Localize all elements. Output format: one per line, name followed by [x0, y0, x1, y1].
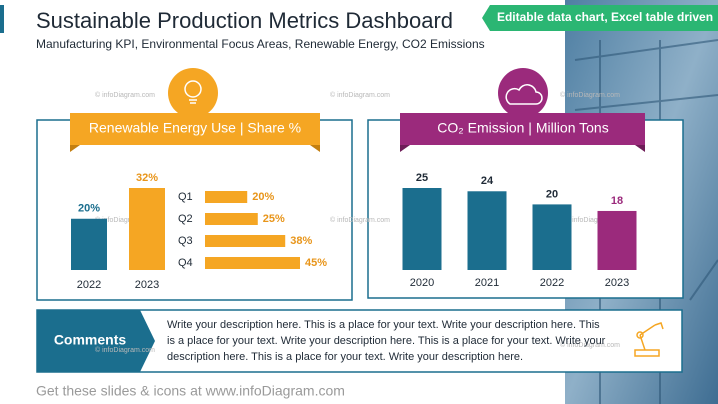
value-label: 24: [481, 175, 494, 187]
y-tick-label: Q1: [178, 191, 193, 203]
value-label: 25: [416, 172, 428, 184]
footer: Get these slides & icons at www.infoDiag…: [36, 383, 345, 399]
comments-label: Comments: [54, 332, 127, 348]
value-label: 32%: [136, 172, 158, 184]
panel-banner: [400, 113, 645, 145]
value-label: 18: [611, 195, 623, 207]
x-tick-label: 2020: [410, 277, 434, 289]
icon-circle: [498, 68, 548, 118]
bar: [597, 210, 637, 270]
title: Sustainable Production Metrics Dashboard: [36, 8, 453, 33]
comments-text: Write your description here. This is a p…: [167, 319, 606, 363]
y-tick-label: Q3: [178, 235, 193, 247]
badge-text: Editable data chart, Excel table driven: [497, 10, 713, 24]
comments-arrow: [37, 310, 155, 372]
cloud-icon: [505, 84, 543, 105]
title-accent: [0, 5, 4, 33]
y-tick-label: Q2: [178, 213, 193, 225]
panel-banner: [70, 113, 320, 145]
subtitle: Manufacturing KPI, Environmental Focus A…: [36, 37, 485, 51]
robot-icon: [634, 322, 664, 357]
x-tick-label: 2023: [605, 277, 629, 289]
bar: [205, 213, 258, 225]
y-tick-label: Q4: [178, 257, 193, 269]
banner-fold: [635, 145, 645, 152]
banner-fold: [400, 145, 410, 152]
bar: [71, 218, 107, 270]
value-label: 38%: [290, 235, 312, 247]
bar: [205, 191, 248, 203]
watermark: © infoDiagram.com: [560, 341, 620, 349]
watermarks: © infoDiagram.com © infoDiagram.com © in…: [95, 91, 625, 354]
bar: [205, 235, 286, 247]
value-label: 25%: [263, 213, 285, 225]
bulb-icon: [184, 80, 202, 104]
x-tick-label: 2021: [475, 277, 499, 289]
banner-fold: [310, 145, 320, 152]
value-label: 20%: [78, 203, 100, 215]
bar: [467, 191, 507, 270]
watermark: © infoDiagram.com: [330, 91, 390, 99]
x-tick-label: 2022: [77, 279, 101, 291]
banner-fold: [70, 145, 80, 152]
bar: [205, 257, 300, 269]
watermark: © infoDiagram.com: [95, 91, 155, 99]
value-label: 45%: [305, 257, 327, 269]
watermark: © infoDiagram.com: [565, 216, 625, 224]
badge: [482, 5, 718, 31]
x-tick-label: 2022: [540, 277, 564, 289]
bar: [532, 204, 572, 270]
bar: [129, 188, 165, 270]
watermark: © infoDiagram.com: [560, 91, 620, 99]
watermark: © infoDiagram.com: [95, 216, 155, 224]
bar: [402, 188, 442, 270]
panel-title: CO₂ Emission | Million Tons: [437, 120, 608, 136]
x-tick-label: 2023: [135, 279, 159, 291]
icon-circle: [168, 68, 218, 118]
panel-title: Renewable Energy Use | Share %: [89, 120, 301, 136]
value-label: 20: [546, 188, 558, 200]
value-label: 20%: [252, 191, 274, 203]
watermark: © infoDiagram.com: [330, 216, 390, 224]
watermark: © infoDiagram.com: [95, 346, 155, 354]
